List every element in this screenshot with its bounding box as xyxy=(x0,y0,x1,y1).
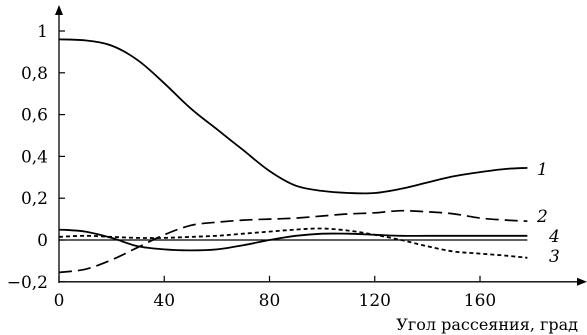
series-2-label: 2 xyxy=(536,207,548,227)
series-4-line xyxy=(58,228,528,252)
series-3-label: 3 xyxy=(549,247,560,267)
x-tick-label: 160 xyxy=(464,291,496,311)
x-tick-label: 0 xyxy=(54,291,65,311)
y-tick-label: 0,2 xyxy=(21,189,48,209)
y-tick-label: 1 xyxy=(37,22,48,42)
x-tick-label: 80 xyxy=(259,291,281,311)
series-3-line xyxy=(58,227,528,259)
series-1-line xyxy=(58,38,528,195)
y-tick-label: 0,6 xyxy=(21,106,48,126)
series-1-label: 1 xyxy=(537,160,548,180)
x-tick-label: 120 xyxy=(359,291,391,311)
y-tick-label: 0,8 xyxy=(21,64,48,84)
x-tick-label: 40 xyxy=(153,291,175,311)
y-tick-label: 0 xyxy=(37,231,48,251)
axes: −0,2 0 0,2 0,4 0,6 0,8 1 0 40 80 120 160 xyxy=(7,5,587,311)
y-tick-label: 0,4 xyxy=(21,147,48,167)
x-axis-title: Угол рассеяния, град xyxy=(396,315,578,334)
y-tick-label: −0,2 xyxy=(7,273,48,293)
labels-layer: 1 234 xyxy=(536,160,560,267)
series-layer xyxy=(58,38,528,274)
series-4-label: 4 xyxy=(548,227,560,247)
series-2-line xyxy=(58,209,528,274)
